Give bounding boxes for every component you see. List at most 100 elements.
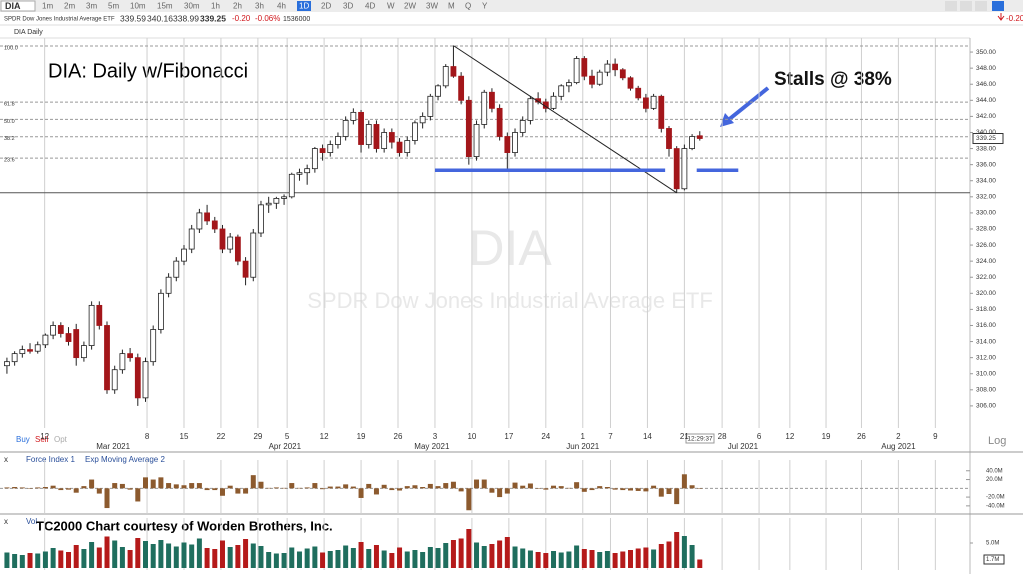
icon[interactable] xyxy=(960,1,972,11)
sell-button[interactable]: Sell xyxy=(35,435,49,444)
volume-bar xyxy=(658,544,664,568)
candle-body xyxy=(296,172,303,175)
x-tick-label: 15 xyxy=(180,432,189,441)
candle-body xyxy=(596,71,603,85)
volume-bar xyxy=(666,541,672,568)
volume-bar xyxy=(58,550,64,568)
timeframe-button[interactable]: 3m xyxy=(86,2,97,11)
candle-body xyxy=(412,122,418,141)
fib-label: 38.2 xyxy=(4,136,15,142)
down-arrow xyxy=(997,13,1005,21)
force-bar xyxy=(58,488,64,491)
force-bar xyxy=(450,481,456,489)
volume-bar xyxy=(689,545,695,568)
timeframe-button[interactable]: 4D xyxy=(365,2,375,11)
timeframe-button[interactable]: 1m xyxy=(42,2,53,11)
candle-body xyxy=(219,228,226,250)
volume-bar xyxy=(628,550,633,568)
force-bar xyxy=(343,484,349,489)
indicator-label[interactable]: Force Index 1 xyxy=(26,455,75,464)
buy-button[interactable]: Buy xyxy=(16,435,30,444)
volume-bar xyxy=(635,548,641,568)
volume-label[interactable]: Vol xyxy=(26,517,37,526)
volume-bar xyxy=(73,545,79,568)
force-bar xyxy=(66,488,72,490)
timeframe-button[interactable]: 15m xyxy=(157,2,173,11)
force-bar xyxy=(150,479,156,489)
time-label: 12:29:37 xyxy=(687,436,713,443)
close-x[interactable]: x xyxy=(4,455,8,464)
symbol-box[interactable] xyxy=(0,0,36,12)
force-bar xyxy=(597,486,603,489)
y-tick-label: 342.00 xyxy=(976,113,996,120)
volume-bar xyxy=(589,550,595,568)
close-x[interactable]: x xyxy=(4,517,8,526)
x-tick-label: 22 xyxy=(216,432,225,441)
candle-body xyxy=(81,345,87,359)
force-bar xyxy=(589,488,595,491)
volume-bar xyxy=(27,553,33,568)
force-bar xyxy=(104,488,110,509)
volume-bar xyxy=(119,547,125,568)
force-bar xyxy=(166,483,172,489)
y-tick-label: 332.00 xyxy=(976,194,996,201)
volume-bar xyxy=(181,542,187,568)
icon[interactable] xyxy=(992,1,1004,11)
y-tick-label: 318.00 xyxy=(976,306,996,313)
timeframe-button[interactable]: M xyxy=(448,2,455,11)
force-bar xyxy=(312,483,318,489)
timeframe-button[interactable]: 30m xyxy=(184,2,200,11)
volume-bar xyxy=(166,543,172,568)
candle-body xyxy=(111,369,118,391)
timeframe-button[interactable]: 1D xyxy=(299,2,309,11)
y-tick-label: 336.00 xyxy=(976,161,996,168)
candle-body xyxy=(681,148,688,190)
force-bar xyxy=(135,488,141,502)
timeframe-button[interactable]: 2h xyxy=(233,2,242,11)
opt-button[interactable]: Opt xyxy=(54,435,68,444)
timeframe-button[interactable]: 2W xyxy=(404,2,416,11)
overlay-label[interactable]: Exp Moving Average 2 xyxy=(85,455,165,464)
watermark-name: SPDR Dow Jones Industrial Average ETF xyxy=(307,288,713,313)
timeframe-button[interactable]: 3h xyxy=(255,2,264,11)
y-tick-label: 306.00 xyxy=(976,403,996,410)
timeframe-button[interactable]: 3W xyxy=(426,2,438,11)
force-bar xyxy=(481,479,487,489)
volume-bar xyxy=(697,559,703,568)
timeframe-button[interactable]: W xyxy=(387,2,395,11)
symbol[interactable]: DIA xyxy=(5,1,21,11)
volume-bar xyxy=(674,532,680,568)
volume-bar xyxy=(4,552,10,568)
timeframe-button[interactable]: 10m xyxy=(130,2,146,11)
icon[interactable] xyxy=(975,1,987,11)
timeframe-button[interactable]: Y xyxy=(482,2,488,11)
quote-volume: 1536000 xyxy=(283,16,310,23)
timeframe-button[interactable]: 2D xyxy=(321,2,331,11)
candle-body xyxy=(666,128,672,149)
volume-bar xyxy=(551,551,557,568)
candle-body xyxy=(211,220,218,230)
y-tick-label: 320.00 xyxy=(976,290,996,297)
timeframe-button[interactable]: 1h xyxy=(211,2,220,11)
volume-bar xyxy=(474,542,480,568)
volume-bar xyxy=(435,548,441,568)
timeframe-button[interactable]: 5m xyxy=(108,2,119,11)
volume-bar xyxy=(381,550,387,568)
quote-name: SPDR Dow Jones Industrial Average ETF xyxy=(4,17,115,23)
volume-bar xyxy=(681,536,687,568)
force-bar xyxy=(50,485,56,489)
timeframe-button[interactable]: 4h xyxy=(277,2,286,11)
timeframe-button[interactable]: 3D xyxy=(343,2,353,11)
candle-body xyxy=(381,132,388,149)
icon[interactable] xyxy=(945,1,957,11)
candle-body xyxy=(458,75,465,101)
y-tick-label: -20.0M xyxy=(986,495,1005,501)
timeframe-button[interactable]: Q xyxy=(465,2,471,11)
candle-body xyxy=(573,58,580,84)
scale-mode[interactable]: Log xyxy=(988,435,1006,447)
volume-bar xyxy=(42,551,48,568)
y-tick-label: 340.00 xyxy=(976,129,996,136)
timeframe-button[interactable]: 2m xyxy=(64,2,75,11)
x-tick-label: 12 xyxy=(40,432,49,441)
x-tick-label: 14 xyxy=(643,432,652,441)
